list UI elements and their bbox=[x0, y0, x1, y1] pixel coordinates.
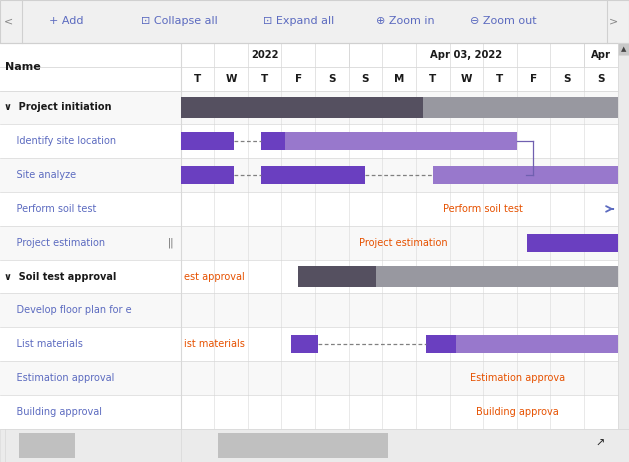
Text: >: > bbox=[609, 16, 618, 26]
Text: M: M bbox=[394, 73, 404, 84]
Bar bbox=[376, 266, 618, 287]
Text: S: S bbox=[597, 73, 604, 84]
Text: 2022: 2022 bbox=[251, 49, 279, 60]
Text: Name: Name bbox=[5, 61, 41, 72]
Bar bbox=[0, 260, 618, 293]
Text: S: S bbox=[328, 73, 336, 84]
Text: ⊕ Zoom in: ⊕ Zoom in bbox=[376, 16, 435, 26]
Text: Site analyze: Site analyze bbox=[4, 170, 76, 180]
Bar bbox=[0, 91, 618, 124]
Text: ∨  Project initiation: ∨ Project initiation bbox=[4, 103, 111, 112]
Bar bbox=[456, 335, 618, 353]
Bar bbox=[433, 166, 618, 184]
Text: T: T bbox=[429, 73, 437, 84]
Text: Perform soil test: Perform soil test bbox=[443, 204, 523, 214]
Text: ↗: ↗ bbox=[596, 439, 604, 449]
Text: Project estimation: Project estimation bbox=[4, 238, 105, 248]
Bar bbox=[0, 0, 629, 43]
Bar bbox=[0, 43, 629, 91]
Bar bbox=[618, 43, 629, 55]
Bar bbox=[285, 133, 517, 150]
Bar bbox=[0, 192, 618, 226]
Text: ⊖ Zoom out: ⊖ Zoom out bbox=[470, 16, 537, 26]
Text: Perform soil test: Perform soil test bbox=[4, 204, 96, 214]
Text: List materials: List materials bbox=[4, 339, 82, 349]
Bar bbox=[0, 293, 618, 327]
Text: Identify site location: Identify site location bbox=[4, 136, 116, 146]
Text: <: < bbox=[4, 16, 13, 26]
Text: ▲: ▲ bbox=[621, 46, 626, 52]
Text: T: T bbox=[261, 73, 268, 84]
Bar bbox=[618, 43, 629, 429]
Text: ◄: ◄ bbox=[184, 441, 190, 450]
Text: ◄: ◄ bbox=[8, 441, 14, 450]
Bar bbox=[291, 335, 318, 353]
Text: F: F bbox=[530, 73, 537, 84]
Bar bbox=[261, 166, 365, 184]
Text: F: F bbox=[294, 73, 302, 84]
Text: T: T bbox=[496, 73, 504, 84]
Text: ||: || bbox=[168, 237, 174, 248]
Text: T: T bbox=[194, 73, 201, 84]
Text: Building approval: Building approval bbox=[4, 407, 102, 417]
Bar bbox=[19, 433, 75, 458]
Bar bbox=[298, 266, 376, 287]
Bar bbox=[527, 234, 618, 251]
Bar bbox=[218, 433, 388, 458]
Text: Develop floor plan for e: Develop floor plan for e bbox=[4, 305, 131, 316]
Bar bbox=[0, 124, 618, 158]
Text: est approval: est approval bbox=[184, 272, 245, 281]
Text: + Add: + Add bbox=[49, 16, 83, 26]
Bar bbox=[0, 395, 618, 429]
Text: Building approva: Building approva bbox=[476, 407, 559, 417]
Bar bbox=[0, 429, 629, 462]
Text: ⊡ Collapse all: ⊡ Collapse all bbox=[141, 16, 218, 26]
Text: ⊡ Expand all: ⊡ Expand all bbox=[263, 16, 335, 26]
Text: Estimation approval: Estimation approval bbox=[4, 373, 114, 383]
Bar bbox=[181, 133, 235, 150]
Text: Estimation approva: Estimation approva bbox=[470, 373, 565, 383]
Text: ►: ► bbox=[91, 441, 97, 450]
Text: Apr 03, 2022: Apr 03, 2022 bbox=[430, 49, 503, 60]
Text: W: W bbox=[460, 73, 472, 84]
Bar bbox=[0, 158, 618, 192]
Text: S: S bbox=[362, 73, 369, 84]
Bar bbox=[0, 361, 618, 395]
Text: S: S bbox=[564, 73, 571, 84]
Bar bbox=[181, 166, 235, 184]
Bar bbox=[426, 335, 456, 353]
Text: W: W bbox=[225, 73, 237, 84]
Bar bbox=[0, 327, 618, 361]
Text: Project estimation: Project estimation bbox=[359, 238, 447, 248]
Bar bbox=[0, 226, 618, 260]
Text: ist materials: ist materials bbox=[184, 339, 245, 349]
Text: Apr: Apr bbox=[591, 49, 611, 60]
Bar bbox=[181, 97, 423, 118]
Text: ∨  Soil test approval: ∨ Soil test approval bbox=[4, 272, 116, 281]
Bar bbox=[261, 133, 285, 150]
Bar bbox=[423, 97, 618, 118]
